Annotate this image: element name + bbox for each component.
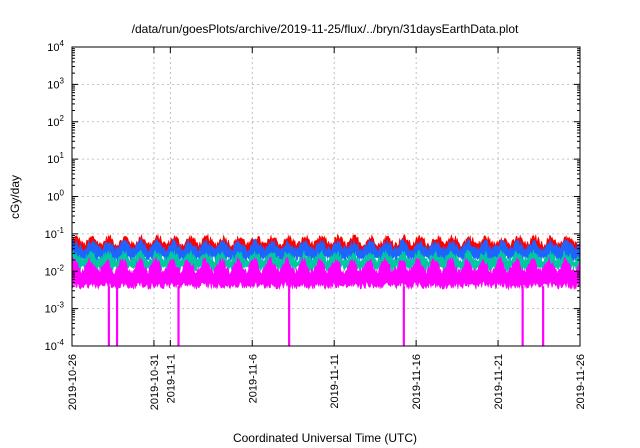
- tick-layer: 10-4 10-3 10-2 10-1 100 101 102 103 104 2019-10-2…: [45, 39, 587, 410]
- x-axis-label: Coordinated Universal Time (UTC): [233, 431, 417, 445]
- grid: [72, 47, 580, 346]
- x-tick-label: 2019-11-21: [493, 354, 505, 409]
- y-tick-label: 104: [47, 39, 64, 54]
- y-tick-label: 101: [47, 151, 64, 166]
- y-axis-label: cGy/day: [8, 175, 22, 219]
- y-tick-label: 10-1: [45, 226, 65, 241]
- x-tick-label: 2019-11-6: [247, 354, 259, 403]
- y-tick-label: 10-2: [45, 263, 65, 278]
- x-tick-label: 2019-10-31: [149, 354, 161, 410]
- y-tick-label: 102: [47, 114, 64, 129]
- x-tick-label: 2019-11-1: [165, 354, 177, 403]
- series-layer: [71, 233, 581, 346]
- x-tick-label: 2019-11-11: [329, 354, 341, 409]
- y-tick-label: 103: [47, 76, 64, 91]
- x-tick-label: 2019-10-26: [67, 354, 79, 410]
- x-tick-label: 2019-11-16: [411, 354, 423, 409]
- y-tick-label: 10-4: [45, 338, 65, 353]
- y-tick-label: 10-3: [45, 301, 65, 316]
- y-tick-label: 100: [47, 189, 64, 204]
- x-tick-label: 2019-11-26: [575, 354, 587, 409]
- chart-title: /data/run/goesPlots/archive/2019-11-25/f…: [132, 22, 519, 36]
